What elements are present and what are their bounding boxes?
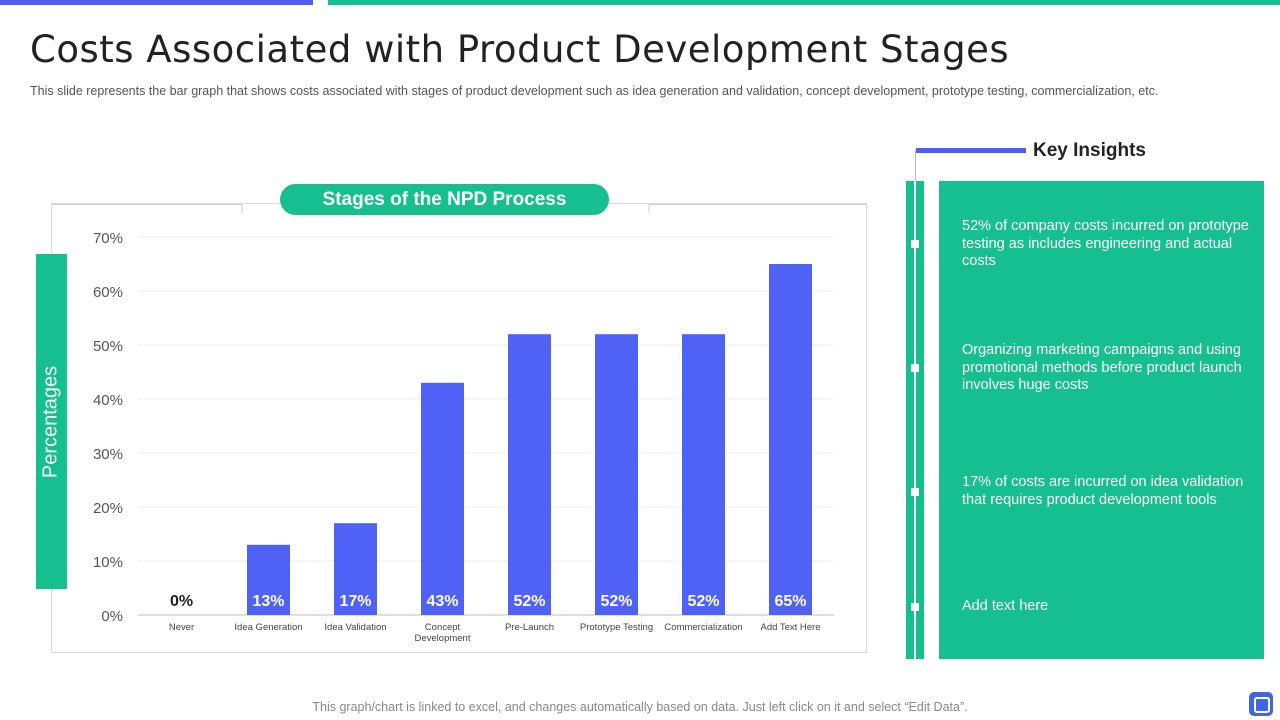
insight-item: 52% of company costs incurred on prototy… — [962, 218, 1249, 269]
bar-chart[interactable]: 0% 10% 20% 30% 40% 50% 60% 70% 0% Never 13% Idea Ge… — [52, 204, 866, 652]
top-accent-bar-green — [328, 0, 1280, 5]
y-tick-label: 10% — [93, 554, 123, 571]
data-label: 52% — [600, 593, 632, 610]
key-insights-accent-line — [916, 148, 1026, 153]
bar[interactable] — [247, 544, 290, 615]
x-tick-label: Prototype Testing — [580, 622, 653, 633]
x-tick-label: Idea Validation — [324, 622, 386, 633]
top-accent-bar-blue — [0, 0, 313, 5]
timeline-dot — [911, 240, 919, 248]
bar[interactable] — [421, 382, 464, 615]
x-tick-label: Add Text Here — [760, 622, 820, 633]
timeline-dot — [911, 603, 919, 611]
y-tick-label: 0% — [101, 608, 123, 625]
key-insights-connector — [915, 150, 916, 182]
data-label: 52% — [687, 593, 719, 610]
y-tick-label: 60% — [93, 284, 123, 301]
data-label: 52% — [513, 593, 545, 610]
chart-title: Stages of the NPD Process — [280, 184, 609, 215]
bar[interactable] — [508, 334, 551, 615]
insight-item: Organizing marketing campaigns and using… — [962, 342, 1242, 393]
data-label: 65% — [774, 593, 806, 610]
data-label: 43% — [426, 593, 458, 610]
x-tick-label: Never — [169, 622, 194, 633]
bar[interactable] — [595, 334, 638, 615]
y-tick-label: 30% — [93, 446, 123, 463]
page-title: Costs Associated with Product Developmen… — [30, 28, 1010, 71]
y-axis-label: Percentages — [39, 365, 62, 479]
key-insights-panel — [939, 181, 1264, 659]
x-tick-label: Commercialization — [664, 622, 742, 633]
y-axis-label-band — [36, 254, 67, 589]
y-tick-label: 40% — [93, 392, 123, 409]
key-insights-title: Key Insights — [1033, 140, 1146, 161]
data-label: 17% — [339, 593, 371, 610]
bar[interactable] — [769, 264, 812, 615]
data-label: 0% — [170, 593, 193, 610]
footer-note: This graph/chart is linked to excel, and… — [312, 700, 968, 714]
x-tick-label: Pre-Launch — [505, 622, 554, 633]
expand-icon[interactable] — [1249, 692, 1273, 716]
timeline-dot — [911, 488, 919, 496]
bar[interactable] — [682, 334, 725, 615]
data-label: 13% — [252, 593, 284, 610]
y-tick-label: 70% — [93, 230, 123, 247]
timeline-dot — [911, 364, 919, 372]
chart-frame[interactable]: 0% 10% 20% 30% 40% 50% 60% 70% 0% Never 13% Idea Ge… — [51, 203, 867, 653]
y-tick-label: 20% — [93, 500, 123, 517]
y-tick-label: 50% — [93, 338, 123, 355]
insight-item: 17% of costs are incurred on idea valida… — [962, 474, 1244, 508]
key-insights-rail-line — [914, 181, 916, 659]
insight-item: Add text here — [962, 598, 1049, 614]
bar[interactable] — [334, 523, 377, 615]
page-subtitle: This slide represents the bar graph that… — [30, 84, 1159, 98]
x-tick-label: Concept Development — [415, 622, 471, 644]
x-tick-label: Idea Generation — [234, 622, 302, 633]
